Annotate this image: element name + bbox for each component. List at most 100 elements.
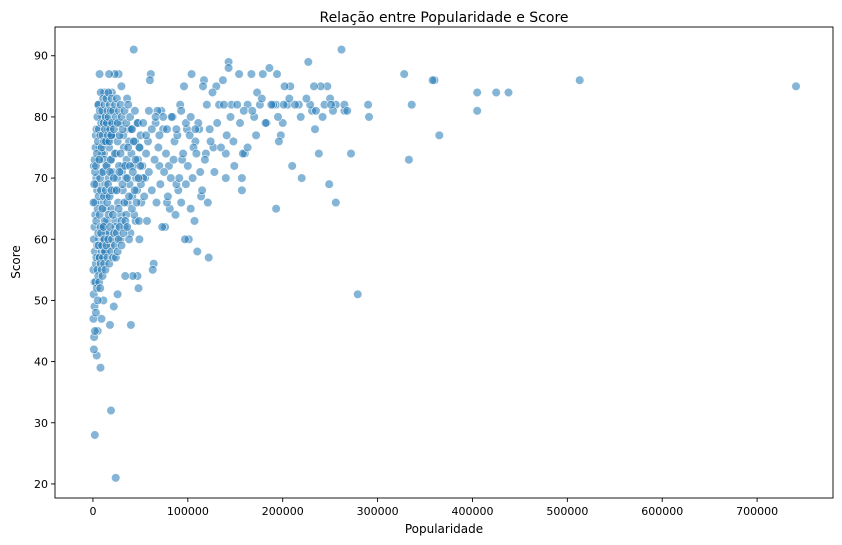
data-point	[278, 118, 288, 128]
data-point	[109, 173, 119, 183]
data-point	[204, 252, 214, 263]
data-point	[141, 130, 151, 140]
data-point	[309, 81, 319, 91]
data-point	[223, 63, 234, 73]
x-tick-label: 0	[89, 505, 96, 518]
y-axis-label: Score	[9, 245, 23, 279]
x-tick-label: 300000	[357, 505, 399, 518]
data-point	[115, 148, 126, 159]
data-point	[135, 161, 146, 171]
data-point	[472, 87, 482, 98]
data-point	[326, 100, 336, 110]
x-tick-label: 200000	[262, 505, 304, 518]
data-point	[238, 148, 248, 159]
data-point	[176, 106, 186, 116]
data-point	[186, 204, 196, 214]
plot-frame	[54, 26, 834, 499]
data-point	[134, 234, 145, 244]
data-point	[266, 100, 276, 110]
data-point	[126, 320, 136, 330]
data-point	[216, 142, 226, 153]
y-tick-label: 50	[34, 294, 48, 307]
data-point	[133, 283, 144, 293]
data-point	[141, 148, 151, 159]
data-point	[129, 136, 139, 147]
data-point	[166, 173, 176, 183]
data-point	[346, 148, 356, 159]
data-point	[190, 124, 201, 134]
data-point	[273, 112, 283, 122]
data-point	[106, 405, 116, 416]
data-point	[159, 167, 169, 177]
data-point	[149, 155, 160, 165]
data-point	[434, 130, 444, 140]
data-point	[134, 142, 145, 153]
x-tick-label: 600000	[641, 505, 683, 518]
data-point	[311, 106, 321, 116]
data-point	[364, 112, 374, 122]
data-point	[197, 185, 207, 195]
y-tick-label: 80	[34, 111, 48, 124]
data-point	[187, 173, 198, 183]
data-point	[181, 179, 191, 189]
data-point	[147, 185, 157, 195]
data-point	[195, 167, 205, 177]
data-point	[427, 75, 438, 85]
data-point	[221, 148, 231, 159]
data-point	[297, 173, 307, 183]
data-point	[198, 81, 208, 91]
data-point	[186, 69, 197, 79]
y-tick-label: 40	[34, 356, 48, 369]
data-point	[109, 301, 119, 312]
data-point	[133, 173, 144, 183]
data-point	[112, 185, 122, 195]
data-point	[205, 124, 215, 134]
data-point	[342, 106, 352, 116]
data-point	[301, 93, 312, 104]
data-point	[125, 112, 135, 122]
data-point	[221, 173, 231, 183]
data-point	[183, 161, 193, 171]
data-point	[162, 124, 172, 134]
data-point	[94, 155, 104, 165]
data-point	[234, 69, 244, 79]
data-point	[90, 326, 100, 336]
data-point	[279, 81, 290, 91]
data-point	[89, 344, 99, 355]
data-point	[207, 87, 218, 98]
data-point	[186, 112, 196, 122]
data-point	[257, 93, 267, 104]
data-point	[235, 118, 245, 128]
data-point	[179, 81, 189, 91]
data-point	[163, 191, 173, 202]
data-point	[178, 148, 188, 159]
data-point	[222, 130, 232, 140]
data-point	[290, 100, 300, 110]
data-point	[122, 222, 132, 232]
data-point	[303, 57, 313, 67]
data-point	[167, 112, 177, 122]
data-point	[336, 44, 347, 55]
data-point	[97, 204, 108, 214]
data-point	[274, 136, 284, 147]
data-point	[180, 234, 190, 244]
x-axis: 0 100000 200000 300000 400000 500000 600000 700…	[89, 498, 778, 518]
data-point	[114, 167, 125, 177]
data-point	[104, 69, 114, 79]
data-point	[181, 118, 191, 128]
data-point	[258, 69, 268, 79]
data-point	[147, 124, 157, 134]
data-point	[116, 81, 127, 91]
data-point	[399, 69, 409, 79]
data-point	[209, 167, 220, 177]
data-point	[138, 118, 148, 128]
data-point	[203, 197, 213, 208]
data-point	[272, 69, 282, 79]
data-point	[260, 118, 271, 128]
data-point	[324, 179, 334, 189]
y-tick-label: 90	[34, 50, 48, 63]
data-point	[154, 161, 165, 171]
x-tick-label: 400000	[451, 505, 493, 518]
data-point	[404, 155, 414, 165]
